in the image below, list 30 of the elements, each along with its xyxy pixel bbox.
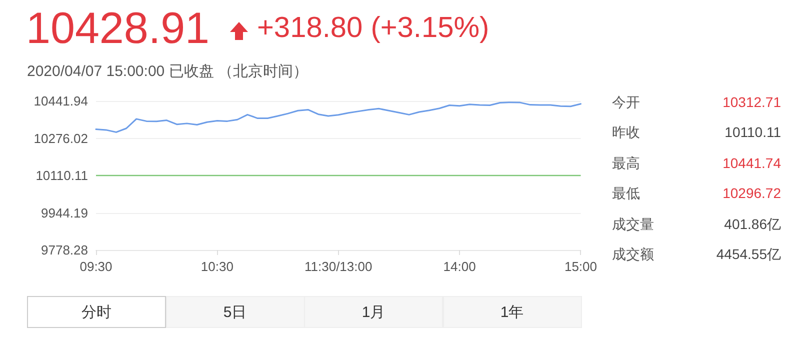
x-tick-label: 11:30/13:00: [304, 259, 372, 274]
y-tick-label: 10276.02: [34, 130, 88, 146]
text: 10312.71: [722, 94, 781, 110]
text: 10441.74: [722, 154, 781, 171]
x-tick-label: 14:00: [443, 259, 476, 274]
text: 分时: [27, 296, 166, 328]
line-series: [95, 102, 582, 133]
chart-subtitle: +318.80 (+3.15%): [257, 12, 490, 45]
text: 成交量: [612, 216, 654, 234]
text: 今开: [612, 94, 640, 112]
text: 10110.11: [724, 124, 781, 140]
text: 1年: [442, 296, 582, 328]
x-tick-label: 10:30: [200, 259, 234, 274]
text: 401.86亿: [724, 216, 781, 234]
text: 最低: [612, 185, 640, 204]
y-tick-label: 10110.11: [36, 168, 88, 183]
y-tick-label: 10441.94: [34, 94, 88, 108]
text: 1月: [304, 296, 443, 328]
chart-title: 10428.91: [26, 4, 210, 54]
text: 5日: [166, 296, 304, 328]
text: 2020/04/07 15:00:00 已收盘 （北京时间）: [27, 62, 308, 81]
x-tick-label: 15:00: [564, 259, 598, 274]
text: 昨收: [612, 124, 640, 142]
text: 最高: [612, 154, 640, 173]
y-tick-label: 9944.19: [41, 205, 88, 220]
x-tick-label: 09:30: [80, 259, 112, 274]
text: 成交额: [612, 246, 654, 264]
y-tick-label: 9778.28: [41, 242, 88, 258]
text: 10296.72: [722, 185, 781, 202]
text: 4454.55亿: [716, 246, 781, 264]
